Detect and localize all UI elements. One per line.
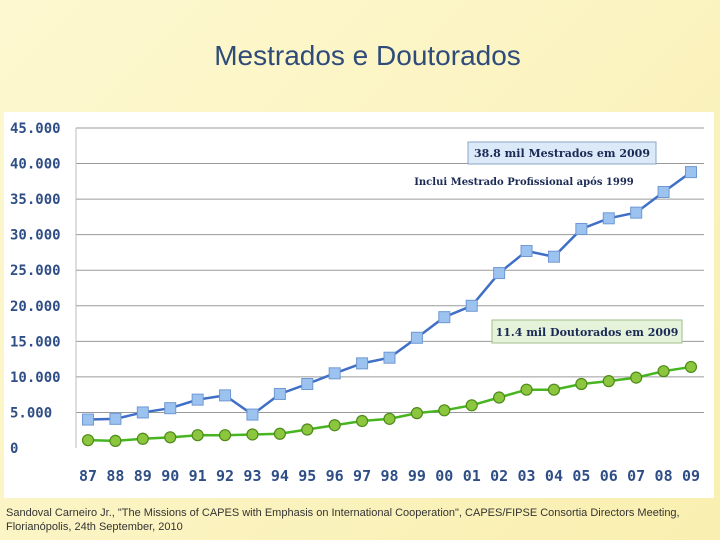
data-point — [438, 404, 451, 417]
data-point — [602, 212, 615, 225]
data-point — [328, 419, 341, 432]
y-tick-label: 0 — [10, 441, 18, 457]
y-tick-label: 30.000 — [10, 228, 61, 244]
data-point — [547, 250, 560, 263]
x-tick-label: 96 — [326, 467, 344, 485]
x-tick-label: 92 — [216, 467, 234, 485]
data-point — [164, 402, 177, 415]
data-point — [575, 377, 588, 391]
y-tick-label: 5.000 — [10, 405, 52, 421]
y-tick-label: 20.000 — [10, 299, 61, 315]
data-point — [356, 357, 369, 370]
annotation-mestrados: 38.8 mil Mestrados em 2009 — [474, 147, 650, 160]
x-tick-label: 91 — [189, 467, 207, 485]
x-tick-label: 89 — [134, 467, 152, 485]
data-point — [410, 331, 423, 344]
footer-citation: Sandoval Carneiro Jr., "The Missions of … — [6, 506, 706, 534]
data-point — [136, 432, 149, 445]
y-tick-label: 35.000 — [10, 192, 61, 208]
series-layer — [81, 166, 698, 447]
x-tick-label: 03 — [518, 467, 536, 485]
data-point — [630, 206, 643, 219]
data-point — [602, 375, 615, 388]
x-tick-label: 00 — [435, 467, 453, 485]
data-point — [438, 311, 451, 324]
x-tick-label: 90 — [161, 467, 179, 485]
x-tick-label: 97 — [353, 467, 371, 485]
data-point — [81, 434, 95, 447]
x-tick-label: 98 — [380, 467, 398, 485]
x-tick-label: 88 — [106, 467, 124, 485]
slide-title: Mestrados e Doutorados — [214, 40, 521, 71]
x-tick-label: 93 — [243, 467, 261, 485]
annotation-profissional: Inclui Mestrado Profissional após 1999 — [414, 177, 634, 188]
data-point — [493, 391, 506, 404]
data-point — [191, 393, 204, 406]
data-point — [273, 387, 286, 400]
data-point — [109, 412, 122, 425]
data-point — [685, 166, 697, 179]
data-point — [657, 365, 670, 378]
data-point — [273, 427, 286, 440]
data-point — [630, 371, 643, 384]
data-point — [684, 360, 698, 374]
x-axis-ticks: 87 88 89 90 91 92 93 94 95 96 97 98 99 00 01 02 03 04 05 06… — [79, 467, 700, 485]
y-tick-label: 45.000 — [10, 121, 61, 137]
data-point — [465, 399, 478, 412]
x-tick-label: 04 — [545, 467, 563, 485]
annotation-doutorados: 11.4 mil Doutorados em 2009 — [496, 326, 679, 339]
series-line — [87, 365, 692, 443]
data-point — [136, 406, 149, 419]
x-tick-label: 95 — [298, 467, 316, 485]
x-tick-label: 02 — [490, 467, 508, 485]
data-point — [191, 429, 204, 442]
y-tick-label: 10.000 — [10, 370, 61, 386]
data-point — [383, 412, 396, 425]
data-point — [301, 378, 314, 390]
annotation-box-doutorados — [491, 319, 683, 344]
footer-line-2: Florianópolis, 24th September, 2010 — [6, 521, 183, 533]
footer-line-1: Sandoval Carneiro Jr., "The Missions of … — [6, 507, 680, 519]
x-tick-label: 87 — [79, 467, 97, 485]
x-tick-label: 05 — [572, 467, 590, 485]
line-chart: 0 5.000 10.000 15.000 20.000 25.000 30.000 35.0… — [10, 121, 704, 485]
data-point — [246, 408, 259, 421]
data-point — [355, 414, 369, 428]
data-point — [246, 428, 259, 441]
annotation-box-mestrados — [467, 141, 657, 165]
x-tick-label: 99 — [408, 467, 426, 485]
data-point — [82, 413, 94, 426]
y-axis-ticks: 0 5.000 10.000 15.000 20.000 25.000 30.000 35.0… — [10, 121, 61, 457]
data-point — [657, 186, 670, 198]
data-point — [520, 245, 533, 258]
data-point — [218, 429, 232, 442]
data-point — [383, 351, 396, 364]
data-point — [301, 423, 314, 436]
x-tick-label: 09 — [682, 467, 700, 485]
data-point — [410, 407, 424, 420]
y-tick-label: 15.000 — [10, 334, 61, 350]
data-point — [328, 367, 341, 380]
x-tick-label: 07 — [627, 467, 645, 485]
x-tick-label: 01 — [463, 467, 481, 485]
data-point — [465, 299, 478, 312]
data-point — [219, 389, 232, 402]
x-tick-label: 06 — [600, 467, 618, 485]
data-point — [164, 431, 177, 444]
x-tick-label: 94 — [271, 467, 289, 485]
data-point — [109, 434, 122, 447]
x-tick-label: 08 — [655, 467, 673, 485]
data-point — [493, 267, 506, 280]
annotations-layer: 38.8 mil Mestrados em 2009 Inclui Mestrad… — [414, 141, 683, 344]
grid-lines — [75, 127, 704, 448]
data-point — [520, 383, 533, 396]
data-point — [575, 222, 588, 235]
chart-panel: 0 5.000 10.000 15.000 20.000 25.000 30.000 35.0… — [4, 112, 714, 498]
y-tick-label: 40.000 — [10, 157, 61, 173]
y-tick-label: 25.000 — [10, 263, 61, 279]
data-point — [547, 383, 561, 396]
